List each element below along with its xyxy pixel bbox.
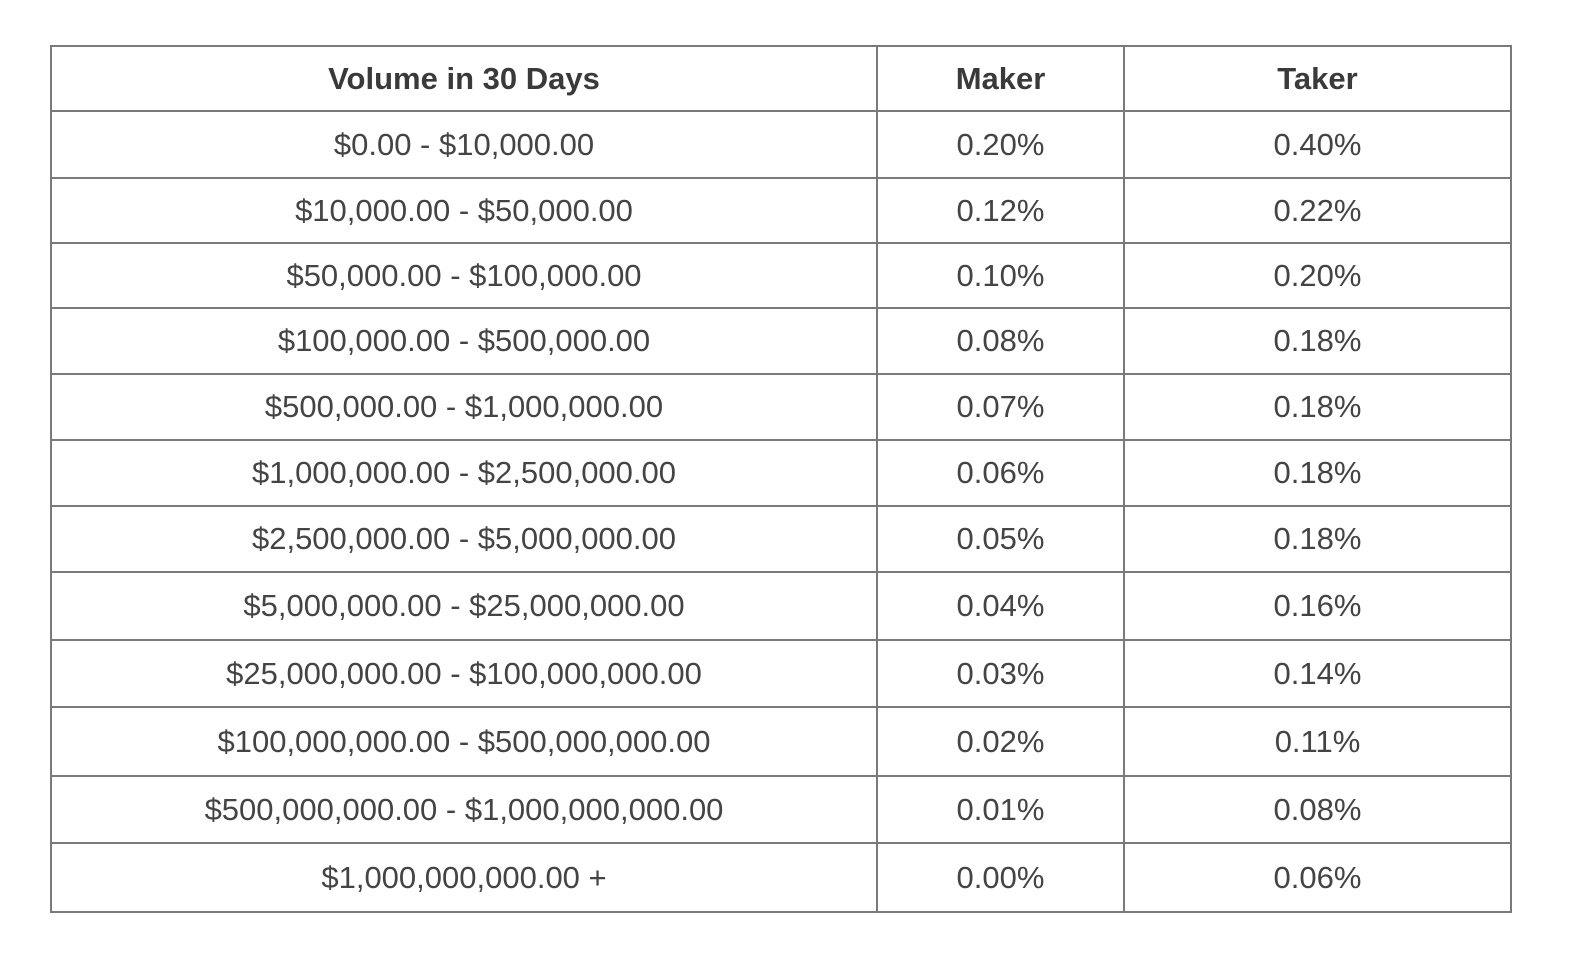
taker-fee-cell: 0.18% [1123, 373, 1512, 441]
taker-fee-cell: 0.22% [1123, 177, 1512, 244]
fee-schedule-table: Volume in 30 Days Maker Taker $0.00 - $1… [50, 45, 1512, 913]
maker-fee-cell: 0.07% [876, 373, 1125, 441]
volume-cell: $2,500,000.00 - $5,000,000.00 [50, 505, 878, 573]
column-header-maker: Maker [876, 45, 1125, 112]
maker-fee-cell: 0.04% [876, 571, 1125, 641]
maker-fee-cell: 0.08% [876, 307, 1125, 375]
table-row: $500,000.00 - $1,000,000.00 0.07% 0.18% [50, 373, 1512, 441]
maker-fee-cell: 0.20% [876, 110, 1125, 179]
taker-fee-cell: 0.18% [1123, 505, 1512, 573]
table-row: $5,000,000.00 - $25,000,000.00 0.04% 0.16% [50, 571, 1512, 641]
volume-cell: $5,000,000.00 - $25,000,000.00 [50, 571, 878, 641]
table-row: $2,500,000.00 - $5,000,000.00 0.05% 0.18% [50, 505, 1512, 573]
volume-cell: $1,000,000.00 - $2,500,000.00 [50, 439, 878, 507]
volume-cell: $500,000.00 - $1,000,000.00 [50, 373, 878, 441]
volume-cell: $1,000,000,000.00 + [50, 842, 878, 913]
volume-cell: $100,000,000.00 - $500,000,000.00 [50, 706, 878, 777]
column-header-taker: Taker [1123, 45, 1512, 112]
table-row: $1,000,000,000.00 +0.00% 0.06% [50, 842, 1512, 913]
table-row: $0.00 - $10,000.00 0.20% 0.40% [50, 110, 1512, 179]
taker-fee-cell: 0.06% [1123, 842, 1512, 913]
column-header-volume: Volume in 30 Days [50, 45, 878, 112]
taker-fee-cell: 0.14% [1123, 639, 1512, 708]
taker-fee-cell: 0.11% [1123, 706, 1512, 777]
volume-cell: $0.00 - $10,000.00 [50, 110, 878, 179]
table-row: $10,000.00 - $50,000.00 0.12% 0.22% [50, 177, 1512, 244]
table-row: $500,000,000.00 - $1,000,000,000.00 0.01%… [50, 775, 1512, 844]
volume-cell: $25,000,000.00 - $100,000,000.00 [50, 639, 878, 708]
table-row: $25,000,000.00 - $100,000,000.00 0.03% 0.1… [50, 639, 1512, 708]
maker-fee-cell: 0.02% [876, 706, 1125, 777]
table-row: $50,000.00 - $100,000.00 0.10% 0.20% [50, 242, 1512, 309]
taker-fee-cell: 0.08% [1123, 775, 1512, 844]
volume-cell: $100,000.00 - $500,000.00 [50, 307, 878, 375]
maker-fee-cell: 0.03% [876, 639, 1125, 708]
table-row: $100,000.00 - $500,000.00 0.08% 0.18% [50, 307, 1512, 375]
maker-fee-cell: 0.10% [876, 242, 1125, 309]
volume-cell: $10,000.00 - $50,000.00 [50, 177, 878, 244]
table-body: $0.00 - $10,000.00 0.20% 0.40% $10,000.00 -… [50, 110, 1512, 913]
header-row: Volume in 30 Days Maker Taker [50, 45, 1512, 112]
table-row: $100,000,000.00 - $500,000,000.00 0.02% 0.… [50, 706, 1512, 777]
table-header: Volume in 30 Days Maker Taker [50, 45, 1512, 112]
taker-fee-cell: 0.20% [1123, 242, 1512, 309]
maker-fee-cell: 0.06% [876, 439, 1125, 507]
taker-fee-cell: 0.16% [1123, 571, 1512, 641]
volume-cell: $500,000,000.00 - $1,000,000,000.00 [50, 775, 878, 844]
taker-fee-cell: 0.40% [1123, 110, 1512, 179]
taker-fee-cell: 0.18% [1123, 439, 1512, 507]
maker-fee-cell: 0.05% [876, 505, 1125, 573]
taker-fee-cell: 0.18% [1123, 307, 1512, 375]
table-row: $1,000,000.00 - $2,500,000.00 0.06% 0.18% [50, 439, 1512, 507]
maker-fee-cell: 0.01% [876, 775, 1125, 844]
maker-fee-cell: 0.00% [876, 842, 1125, 913]
volume-cell: $50,000.00 - $100,000.00 [50, 242, 878, 309]
maker-fee-cell: 0.12% [876, 177, 1125, 244]
